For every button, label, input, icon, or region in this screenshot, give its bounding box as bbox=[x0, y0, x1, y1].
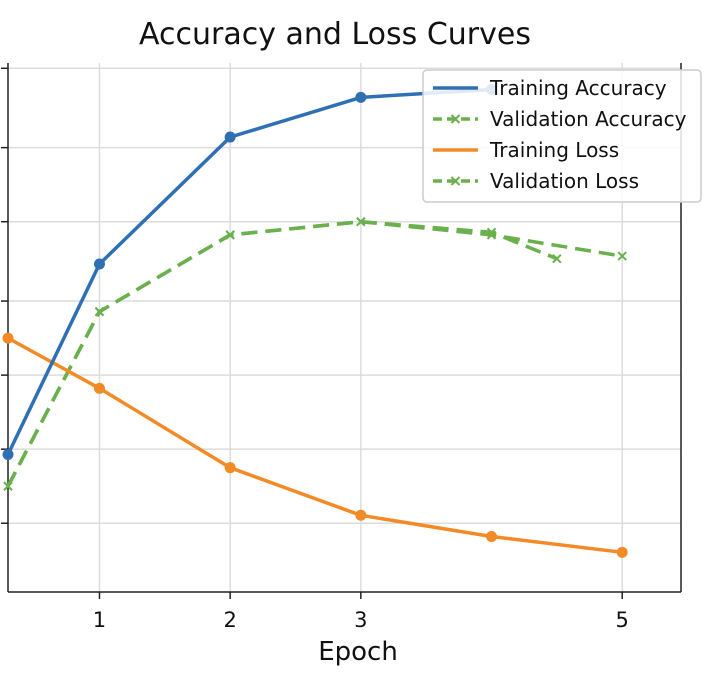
data-point bbox=[224, 131, 236, 143]
data-point bbox=[2, 448, 14, 460]
legend-marker bbox=[450, 114, 461, 124]
legend-marker bbox=[450, 176, 461, 186]
x-marker-stroke bbox=[356, 216, 366, 227]
data-point bbox=[616, 546, 628, 558]
x-marker-stroke bbox=[3, 481, 13, 491]
data-point bbox=[356, 216, 366, 227]
x-tick-label: 1 bbox=[93, 608, 106, 632]
data-point bbox=[2, 332, 14, 344]
x-marker-stroke bbox=[617, 251, 627, 261]
data-point bbox=[355, 509, 367, 521]
legend-label: Validation Loss bbox=[490, 169, 639, 193]
data-point bbox=[3, 481, 13, 491]
series-line-training-loss bbox=[7, 336, 623, 555]
data-point bbox=[617, 251, 627, 261]
x-marker-stroke bbox=[94, 306, 105, 317]
series-line-validation-accuracy bbox=[6, 219, 558, 488]
legend-box bbox=[422, 69, 702, 203]
data-point bbox=[225, 230, 235, 240]
legend-label: Validation Accuracy bbox=[490, 107, 687, 131]
data-point bbox=[224, 462, 236, 474]
data-point bbox=[486, 230, 497, 240]
axes: 1 2 3 5 bbox=[1, 63, 682, 632]
legend-label: Training Accuracy bbox=[489, 76, 667, 100]
chart-title: Accuracy and Loss Curves bbox=[139, 17, 531, 52]
series-line-training-accuracy bbox=[6, 87, 492, 456]
legend-label: Training Loss bbox=[489, 138, 619, 162]
data-point bbox=[486, 227, 497, 237]
x-axis-label: Epoch bbox=[318, 637, 398, 667]
data-point bbox=[93, 258, 105, 270]
data-point bbox=[94, 306, 105, 317]
legend: Training Accuracy Validation Accuracy Trai… bbox=[422, 69, 702, 203]
x-tick-label: 5 bbox=[616, 608, 629, 632]
x-marker-stroke bbox=[486, 230, 497, 240]
x-tick-label: 2 bbox=[223, 608, 236, 632]
x-marker-stroke bbox=[552, 254, 562, 264]
data-point bbox=[552, 254, 562, 264]
data-point bbox=[486, 530, 498, 542]
x-marker-stroke bbox=[486, 227, 497, 237]
x-marker-stroke bbox=[225, 230, 235, 240]
x-tick-label: 3 bbox=[354, 608, 367, 632]
data-point bbox=[93, 382, 105, 394]
data-point bbox=[355, 91, 367, 103]
